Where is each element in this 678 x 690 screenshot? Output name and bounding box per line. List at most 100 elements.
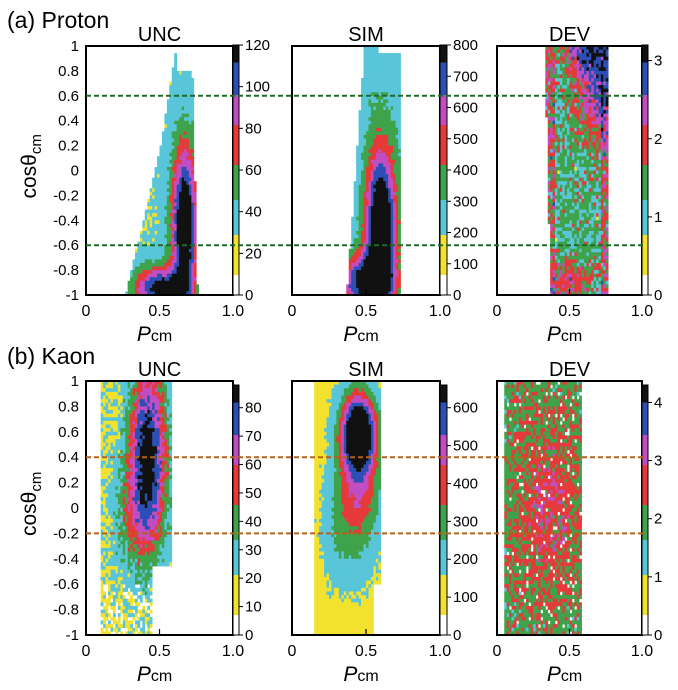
heatmap-cell — [593, 213, 597, 218]
heatmap-cell — [181, 156, 185, 161]
heatmap-cell — [579, 102, 582, 107]
heatmap-cell — [366, 117, 369, 122]
heatmap-cell — [366, 142, 369, 146]
heatmap-cell — [135, 449, 138, 454]
heatmap-cell — [576, 255, 580, 260]
heatmap-cell — [169, 428, 173, 433]
heatmap-cell — [361, 241, 364, 246]
heatmap-cell — [576, 145, 580, 150]
heatmap-cell — [569, 195, 573, 200]
heatmap-cell — [120, 402, 124, 407]
heatmap-cell — [179, 280, 182, 285]
heatmap-cell — [100, 428, 104, 433]
heatmap-cell — [144, 381, 148, 385]
heatmap-cell — [385, 213, 389, 218]
heatmap-cell — [358, 124, 362, 129]
heatmap-cell — [366, 213, 369, 218]
heatmap-cell — [550, 177, 553, 182]
heatmap-cell — [393, 78, 396, 82]
heatmap-cell — [385, 227, 389, 232]
heatmap-cell — [356, 262, 359, 267]
heatmap-cell — [380, 238, 384, 242]
heatmap-cell — [564, 131, 568, 136]
heatmap-cell — [596, 99, 599, 104]
heatmap-cell — [174, 131, 177, 136]
heatmap-cell — [159, 446, 163, 451]
heatmap-cell — [600, 181, 604, 186]
heatmap-cell — [363, 213, 367, 218]
heatmap-cell — [351, 230, 355, 235]
heatmap-cell — [184, 156, 187, 161]
heatmap-cell — [100, 420, 104, 425]
heatmap-cell — [174, 277, 177, 282]
heatmap-cell — [383, 74, 387, 79]
heatmap-cell — [373, 60, 377, 65]
heatmap-cell — [398, 209, 401, 214]
heatmap-cell — [144, 384, 148, 389]
heatmap-cell — [545, 88, 549, 93]
heatmap-cell — [135, 402, 138, 407]
heatmap-cell — [603, 113, 607, 118]
heatmap-cell — [390, 131, 394, 136]
heatmap-cell — [581, 113, 585, 118]
heatmap-cell — [142, 273, 146, 278]
heatmap-cell — [390, 206, 394, 210]
heatmap-cell — [179, 163, 182, 168]
heatmap-cell — [130, 464, 133, 469]
heatmap-cell — [569, 284, 573, 289]
heatmap-cell — [171, 99, 175, 104]
heatmap-cell — [366, 49, 369, 54]
heatmap-cell — [603, 138, 607, 143]
heatmap-cell — [555, 46, 558, 50]
heatmap-cell — [103, 428, 106, 433]
heatmap-cell — [385, 102, 389, 107]
heatmap-cell — [166, 220, 170, 225]
heatmap-cell — [598, 142, 602, 146]
heatmap-cell — [100, 453, 104, 458]
heatmap-cell — [108, 420, 111, 425]
heatmap-cell — [579, 120, 582, 125]
heatmap-cell — [147, 402, 151, 407]
heatmap-cell — [596, 159, 599, 164]
heatmap-cell — [584, 262, 587, 267]
heatmap-cell — [378, 113, 382, 118]
heatmap-cell — [157, 280, 160, 285]
heatmap-cell — [361, 134, 364, 139]
heatmap-cell — [383, 81, 387, 86]
heatmap-cell — [373, 191, 377, 196]
heatmap-cell — [159, 417, 163, 422]
heatmap-cell — [169, 184, 173, 189]
heatmap-cell — [174, 78, 177, 82]
heatmap-cell — [181, 85, 185, 90]
heatmap-cell — [378, 88, 382, 93]
heatmap-cell — [366, 56, 369, 61]
heatmap-cell — [574, 145, 578, 150]
heatmap-cell — [567, 195, 570, 200]
heatmap-cell — [373, 227, 377, 232]
heatmap-cell — [579, 74, 582, 79]
heatmap-cell — [363, 170, 367, 175]
heatmap-cell — [356, 152, 359, 157]
heatmap-cell — [174, 184, 177, 189]
heatmap-cell — [144, 457, 148, 462]
heatmap-cell — [550, 206, 553, 210]
heatmap-cell — [593, 145, 597, 150]
heatmap-cell — [139, 431, 143, 436]
heatmap-cell — [567, 280, 570, 285]
heatmap-cell — [564, 202, 568, 207]
heatmap-cell — [130, 388, 133, 393]
heatmap-cell — [562, 113, 566, 118]
heatmap-cell — [586, 56, 590, 61]
heatmap-cell — [398, 142, 401, 146]
heatmap-cell — [358, 117, 362, 122]
heatmap-cell — [557, 67, 561, 72]
heatmap-cell — [559, 184, 563, 189]
heatmap-cell — [574, 223, 578, 228]
heatmap-cell — [159, 435, 163, 440]
heatmap-cell — [593, 188, 597, 193]
heatmap-cell — [550, 209, 553, 214]
heatmap-cell — [186, 124, 190, 129]
heatmap-cell — [166, 117, 170, 122]
heatmap-cell — [137, 431, 141, 436]
heatmap-cell — [105, 460, 109, 465]
